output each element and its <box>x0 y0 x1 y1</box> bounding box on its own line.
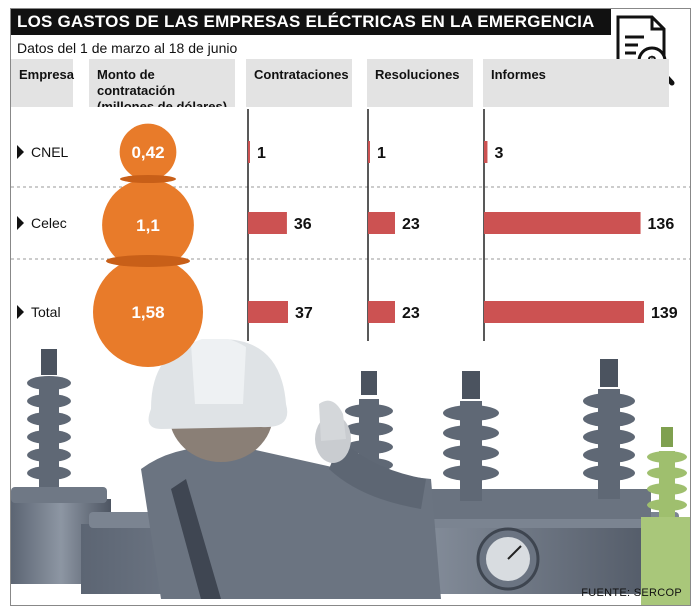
bar-contrataciones-cnel <box>248 141 250 163</box>
header-monto-line1: Monto de contratación <box>97 67 176 98</box>
triangle-right-icon <box>17 216 24 230</box>
bar-value-label: 136 <box>648 216 675 233</box>
bar-resoluciones-celec <box>368 212 395 234</box>
bar-value-label: 36 <box>294 216 312 233</box>
header-contrataciones-label: Contrataciones <box>254 67 349 82</box>
bar-value-label: 139 <box>651 305 678 322</box>
header-resoluciones: Resoluciones <box>367 59 473 107</box>
bar-informes-cnel <box>484 141 488 163</box>
bar-informes-celec <box>484 212 641 234</box>
electrician-photo <box>11 337 690 605</box>
bar-contrataciones-celec <box>248 212 287 234</box>
bubble-cnel <box>119 123 177 181</box>
header-empresa: Empresa <box>11 59 74 107</box>
bubble-label-celec: 1,1 <box>136 216 160 235</box>
bar-contrataciones-total <box>248 301 288 323</box>
bubble-overlap <box>120 175 176 183</box>
source-note: FUENTE: SERCOP <box>581 587 682 599</box>
bubble-label-cnel: 0,42 <box>131 143 164 162</box>
data-table-chart: 0,421,11,58CNELCelecTotal136371232331361… <box>11 107 690 367</box>
bubble-total <box>93 257 203 367</box>
bar-resoluciones-cnel <box>368 141 370 163</box>
triangle-right-icon <box>17 145 24 159</box>
bar-value-label: 23 <box>402 305 420 322</box>
row-label-cnel: CNEL <box>31 144 69 160</box>
header-contrataciones: Contrataciones <box>246 59 352 107</box>
row-label-celec: Celec <box>31 215 67 231</box>
header-empresa-label: Empresa <box>19 67 74 82</box>
bar-informes-total <box>484 301 644 323</box>
header-informes: Informes <box>483 59 669 107</box>
bar-value-label: 3 <box>494 145 503 162</box>
bubble-label-total: 1,58 <box>131 303 164 322</box>
bar-value-label: 23 <box>402 216 420 233</box>
header-resoluciones-label: Resoluciones <box>375 67 460 82</box>
bar-resoluciones-total <box>368 301 395 323</box>
title-bar: LOS GASTOS DE LAS EMPRESAS ELÉCTRICAS EN… <box>11 9 611 35</box>
bar-value-label: 1 <box>377 145 386 162</box>
bar-value-label: 37 <box>295 305 313 322</box>
row-label-total: Total <box>31 304 61 320</box>
header-informes-label: Informes <box>491 67 546 82</box>
bar-value-label: 1 <box>257 145 266 162</box>
bubble-overlap <box>106 255 190 267</box>
infographic-frame: LOS GASTOS DE LAS EMPRESAS ELÉCTRICAS EN… <box>10 8 691 606</box>
triangle-right-icon <box>17 305 24 319</box>
page-subtitle: Datos del 1 de marzo al 18 de junio <box>17 40 238 56</box>
bubble-celec <box>102 179 194 271</box>
page-title: LOS GASTOS DE LAS EMPRESAS ELÉCTRICAS EN… <box>17 12 595 31</box>
